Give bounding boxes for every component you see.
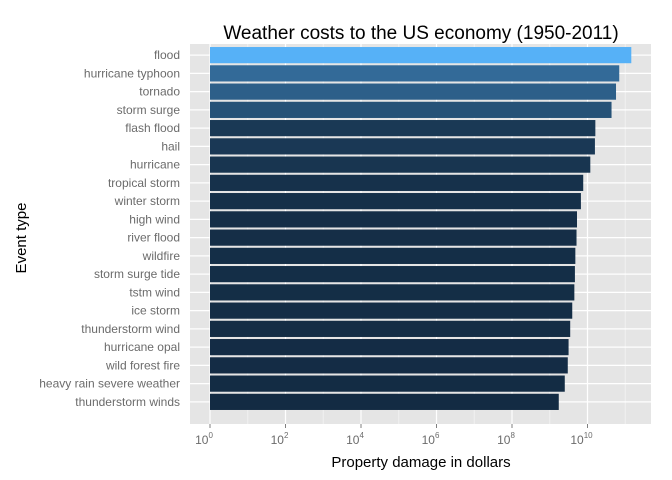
category-label: wildfire: [142, 249, 181, 263]
x-tick-label: 100: [195, 431, 213, 447]
x-tick-label: 104: [346, 431, 364, 447]
bar-hurricane-opal: [210, 339, 569, 356]
bar-storm-surge: [210, 101, 612, 118]
bar-flash-flood: [210, 120, 596, 137]
chart-title: Weather costs to the US economy (1950-20…: [223, 23, 618, 44]
x-tick-label: 1010: [570, 431, 593, 447]
category-label: ice storm: [131, 304, 180, 318]
bar-thunderstorm-winds: [210, 393, 559, 410]
category-label: hurricane opal: [104, 340, 180, 354]
bar-flood: [210, 47, 632, 64]
bar-hurricane: [210, 156, 591, 173]
bars: [210, 47, 632, 410]
category-label: storm surge tide: [94, 267, 180, 281]
bar-tstm-wind: [210, 284, 575, 301]
bar-hurricane-typhoon: [210, 65, 620, 82]
category-label: river flood: [127, 231, 180, 245]
category-label: winter storm: [114, 194, 180, 208]
category-label: thunderstorm wind: [81, 322, 180, 336]
x-tick-label: 102: [271, 431, 289, 447]
x-tick-label: 106: [422, 431, 440, 447]
category-label: storm surge: [117, 103, 181, 117]
category-label: tornado: [139, 85, 180, 99]
bar-wildfire: [210, 247, 576, 264]
bar-tornado: [210, 83, 617, 100]
category-label: flash flood: [125, 121, 180, 135]
category-label: tstm wind: [129, 285, 180, 299]
category-label: thunderstorm winds: [75, 395, 180, 409]
category-label: hurricane: [130, 158, 180, 172]
bar-hail: [210, 138, 595, 155]
category-label: wild forest fire: [105, 358, 180, 372]
category-label: heavy rain severe weather: [39, 377, 180, 391]
bar-ice-storm: [210, 302, 573, 319]
x-tick-label: 108: [497, 431, 515, 447]
bar-wild-forest-fire: [210, 357, 568, 374]
x-axis: 100 102 104 106 108 1010: [195, 424, 593, 447]
category-label: tropical storm: [108, 176, 180, 190]
bar-storm-surge-tide: [210, 266, 575, 283]
category-label: hail: [161, 139, 180, 153]
bar-high-wind: [210, 211, 577, 228]
category-label: high wind: [129, 212, 180, 226]
bar-thunderstorm-wind: [210, 320, 571, 337]
bar-tropical-storm: [210, 174, 584, 191]
category-labels: flood hurricane typhoon tornado storm surge…: [39, 48, 180, 409]
bar-river-flood: [210, 229, 577, 246]
category-label: hurricane typhoon: [84, 66, 180, 80]
bar-winter-storm: [210, 193, 581, 210]
x-axis-title: Property damage in dollars: [331, 454, 510, 471]
category-label: flood: [154, 48, 180, 62]
bar-heavy-rain-severe-weather: [210, 375, 565, 392]
y-axis-title: Event type: [13, 203, 30, 274]
